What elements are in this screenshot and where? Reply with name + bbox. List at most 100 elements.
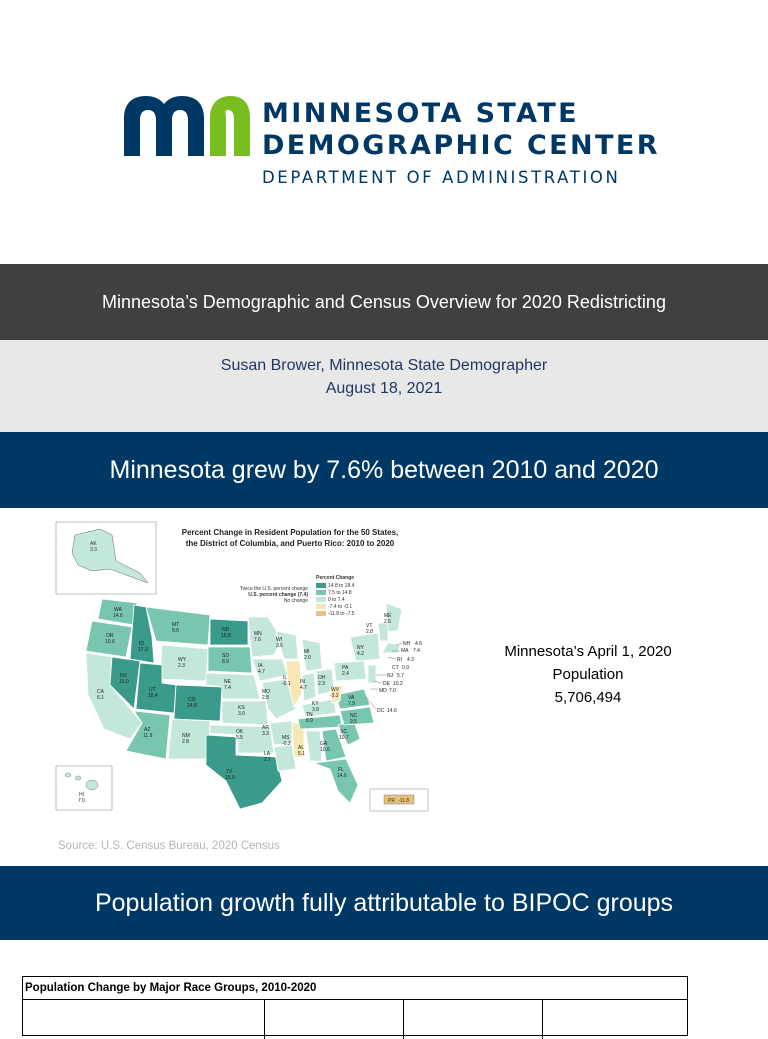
state-value-or: 10.6 xyxy=(105,639,115,645)
logo-wordmark: MINNESOTA STATE DEMOGRAPHIC CENTER DEPAR… xyxy=(262,98,660,187)
legend-note-twice: Twice the U.S. percent change xyxy=(239,586,308,592)
state-label-oh: OH xyxy=(318,675,326,681)
state-shape-hi-1 xyxy=(64,772,72,778)
state-label-ut: UT xyxy=(149,687,156,693)
state-shape-me xyxy=(385,602,403,632)
legend-items: 14.8 to 18.4 7.5 to 14.8 0 to 7.4 -7.4 t… xyxy=(316,583,386,618)
table-title: Population Change by Major Race Groups, … xyxy=(23,977,687,1000)
state-shape-ny xyxy=(349,632,381,662)
state-value-ak: 3.3 xyxy=(90,547,97,553)
state-value-ks: 3.0 xyxy=(238,711,245,717)
state-label-ma: MA xyxy=(401,648,409,654)
state-label-mn: MN xyxy=(254,631,262,637)
state-value-de: 10.2 xyxy=(393,681,403,687)
logo-line-1: MINNESOTA STATE xyxy=(262,98,579,129)
legend-item-label: -7.4 to -0.1 xyxy=(328,604,353,610)
state-shape-wi xyxy=(275,630,299,660)
state-shape-ma xyxy=(381,642,401,654)
state-value-in: 4.7 xyxy=(300,685,307,691)
state-label-mi: MI xyxy=(304,649,310,655)
lower-48-shapes xyxy=(85,598,403,810)
state-label-al: AL xyxy=(298,745,304,751)
map-title-line-1: Percent Change in Resident Population fo… xyxy=(181,528,399,537)
state-value-nm: 2.8 xyxy=(182,739,189,745)
state-label-nc: NC xyxy=(350,713,358,719)
state-value-ny: 4.2 xyxy=(357,651,364,657)
us-map-graphic: AK 3.3 HI 7.0 PR -11.8 xyxy=(55,521,429,812)
state-value-pr: -11.8 xyxy=(398,798,409,804)
state-value-wi: 3.6 xyxy=(276,643,283,649)
state-label-il: IL xyxy=(283,675,287,681)
state-label-ri: RI xyxy=(397,657,402,663)
state-shape-mt xyxy=(145,606,211,646)
state-value-hi: 7.0 xyxy=(78,798,85,804)
state-label-co: CO xyxy=(188,697,196,703)
state-value-ct: 0.9 xyxy=(402,665,409,671)
logo-line-3: DEPARTMENT OF ADMINISTRATION xyxy=(262,168,621,187)
state-shape-mi xyxy=(301,638,323,672)
state-shape-va xyxy=(335,688,371,710)
state-value-wv: -3.2 xyxy=(330,693,339,699)
legend-swatch xyxy=(316,604,326,610)
state-value-ar: 3.3 xyxy=(262,731,269,737)
legend-note-us: U.S. percent change (7.4) xyxy=(248,592,308,598)
state-value-fl: 14.6 xyxy=(337,773,347,779)
state-shape-al xyxy=(305,730,323,762)
state-shape-nm xyxy=(167,718,211,760)
state-value-pa: 2.4 xyxy=(342,671,349,677)
state-label-pr: PR xyxy=(388,798,395,804)
state-value-me: 2.6 xyxy=(384,619,391,625)
state-label-nv: NV xyxy=(120,673,128,679)
state-label-ok: OK xyxy=(236,729,244,735)
state-shape-or xyxy=(85,620,133,658)
callout-lines xyxy=(365,642,403,710)
state-label-ny: NY xyxy=(357,645,365,651)
state-shape-in xyxy=(301,672,317,702)
state-label-me: ME xyxy=(384,613,392,619)
state-value-ok: 5.5 xyxy=(236,735,243,741)
state-value-az: 11.9 xyxy=(143,733,153,739)
state-label-wi: WI xyxy=(276,637,282,643)
state-shape-ks xyxy=(221,700,269,726)
state-shape-sd xyxy=(207,646,253,674)
state-label-ky: KY xyxy=(312,701,319,707)
state-shape-la xyxy=(273,744,297,772)
legend-item: 0 to 7.4 xyxy=(316,597,386,604)
state-shape-mn xyxy=(247,616,283,658)
state-shape-ky xyxy=(301,698,337,718)
state-shape-nd xyxy=(209,618,249,646)
state-label-la: LA xyxy=(264,751,271,757)
state-value-co: 14.8 xyxy=(187,703,197,709)
state-value-mi: 2.0 xyxy=(304,655,311,661)
legend-item-label: -11.8 to -7.5 xyxy=(328,611,355,617)
state-value-mt: 9.6 xyxy=(172,628,179,634)
state-shape-az xyxy=(125,710,171,760)
state-value-ky: 3.8 xyxy=(312,707,319,713)
logo-line-2: DEMOGRAPHIC CENTER xyxy=(262,130,660,161)
state-shape-hi-3 xyxy=(85,779,99,791)
state-label-id: ID xyxy=(139,641,144,647)
state-shape-nj xyxy=(367,664,377,684)
state-value-il: -0.1 xyxy=(282,681,291,687)
population-line-1: Minnesota’s April 1, 2020 xyxy=(504,643,672,660)
population-value: 5,706,494 xyxy=(554,689,622,706)
state-label-tx: TX xyxy=(226,769,233,775)
state-value-al: 5.1 xyxy=(298,751,305,757)
state-label-md: MD xyxy=(379,688,387,694)
state-label-nd: ND xyxy=(222,627,230,633)
presenter-block: Susan Brower, Minnesota State Demographe… xyxy=(0,340,768,432)
map-title: Percent Change in Resident Population fo… xyxy=(170,527,410,549)
state-value-ut: 18.4 xyxy=(148,693,158,699)
state-value-mn: 7.6 xyxy=(254,637,261,643)
state-shape-hi-2 xyxy=(74,775,82,781)
state-label-ga: GA xyxy=(320,741,328,747)
state-shape-nc xyxy=(339,706,375,726)
state-value-ms: -0.2 xyxy=(282,741,291,747)
state-label-hi: HI xyxy=(79,792,84,798)
state-shape-ok xyxy=(209,724,275,754)
state-label-fl: FL xyxy=(338,767,344,773)
legend-swatch xyxy=(316,611,326,617)
legend-swatch xyxy=(316,590,326,596)
state-label-sd: SD xyxy=(222,653,229,659)
state-value-nd: 15.8 xyxy=(221,633,231,639)
